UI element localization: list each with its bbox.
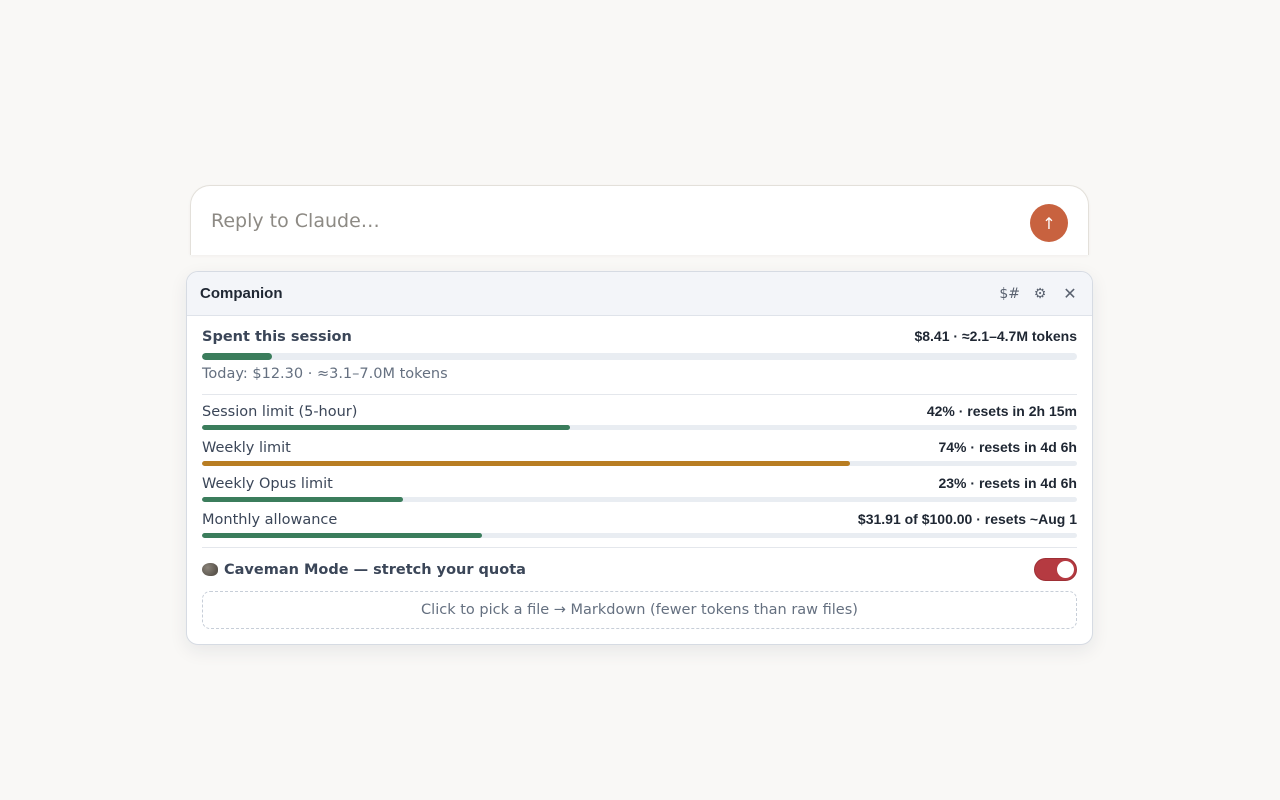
close-icon[interactable]: ✕ (1063, 284, 1077, 303)
session-spent-value: $8.41 · ≈2.1–4.7M tokens (914, 328, 1077, 344)
limit-row-header: Session limit (5-hour) 42% · resets in 2h… (202, 403, 1077, 420)
caveman-row: Caveman Mode — stretch your quota (202, 558, 1077, 581)
limit-value: 23% · resets in 4d 6h (938, 475, 1077, 491)
limit-label: Session limit (5-hour) (202, 404, 358, 420)
companion-panel: Companion $# ⚙ ✕ Spent this session $8.4… (186, 271, 1093, 645)
limit-progress-fill (202, 497, 404, 502)
companion-header: Companion $# ⚙ ✕ (187, 272, 1092, 316)
divider (202, 394, 1077, 395)
companion-body: Spent this session $8.41 · ≈2.1–4.7M tok… (187, 328, 1092, 629)
limit-value: 74% · resets in 4d 6h (938, 439, 1077, 455)
limit-value: $31.91 of $100.00 · resets ~Aug 1 (857, 511, 1077, 527)
reply-composer[interactable]: Reply to Claude… ↑ (190, 185, 1089, 255)
limit-label: Weekly Opus limit (202, 476, 333, 492)
limit-row-header: Weekly limit 74% · resets in 4d 6h (202, 439, 1077, 456)
limit-progress-bar (202, 461, 1077, 466)
limit-value: 42% · resets in 2h 15m (926, 403, 1077, 419)
limits-list: Session limit (5-hour) 42% · resets in 2h… (202, 403, 1077, 538)
limit-progress-bar (202, 497, 1077, 502)
file-dropzone[interactable]: Click to pick a file → Markdown (fewer t… (202, 591, 1077, 629)
limit-row-header: Weekly Opus limit 23% · resets in 4d 6h (202, 475, 1077, 492)
caveman-mode-toggle[interactable] (1034, 558, 1077, 581)
limit-progress-bar (202, 425, 1077, 430)
limit-row-header: Monthly allowance $31.91 of $100.00 · res… (202, 511, 1077, 528)
limit-row: Weekly Opus limit 23% · resets in 4d 6h (202, 475, 1077, 502)
panel-title: Companion (200, 285, 283, 302)
session-progress-fill (202, 353, 272, 360)
divider (202, 547, 1077, 548)
session-spent-label: Spent this session (202, 329, 352, 345)
session-progress-bar (202, 353, 1077, 360)
limit-row: Session limit (5-hour) 42% · resets in 2h… (202, 403, 1077, 430)
rock-icon (202, 563, 218, 576)
send-button[interactable]: ↑ (1030, 204, 1068, 242)
limit-progress-fill (202, 533, 482, 538)
limit-label: Weekly limit (202, 440, 291, 456)
gear-icon[interactable]: ⚙ (1033, 285, 1047, 302)
cost-toggle-button[interactable]: $# (999, 285, 1020, 302)
limit-progress-fill (202, 461, 850, 466)
limit-progress-fill (202, 425, 570, 430)
limit-progress-bar (202, 533, 1077, 538)
caveman-mode-text: Caveman Mode — stretch your quota (224, 561, 526, 578)
session-row: Spent this session $8.41 · ≈2.1–4.7M tok… (202, 328, 1077, 345)
today-summary: Today: $12.30 · ≈3.1–7.0M tokens (202, 366, 448, 382)
caveman-mode-label: Caveman Mode — stretch your quota (202, 562, 526, 578)
reply-input-placeholder[interactable]: Reply to Claude… (211, 210, 380, 232)
limit-row: Monthly allowance $31.91 of $100.00 · res… (202, 511, 1077, 538)
dropzone-label: Click to pick a file → Markdown (fewer t… (421, 602, 858, 618)
limit-row: Weekly limit 74% · resets in 4d 6h (202, 439, 1077, 466)
arrow-up-icon: ↑ (1042, 213, 1056, 233)
toggle-knob (1057, 561, 1074, 578)
limit-label: Monthly allowance (202, 512, 338, 528)
